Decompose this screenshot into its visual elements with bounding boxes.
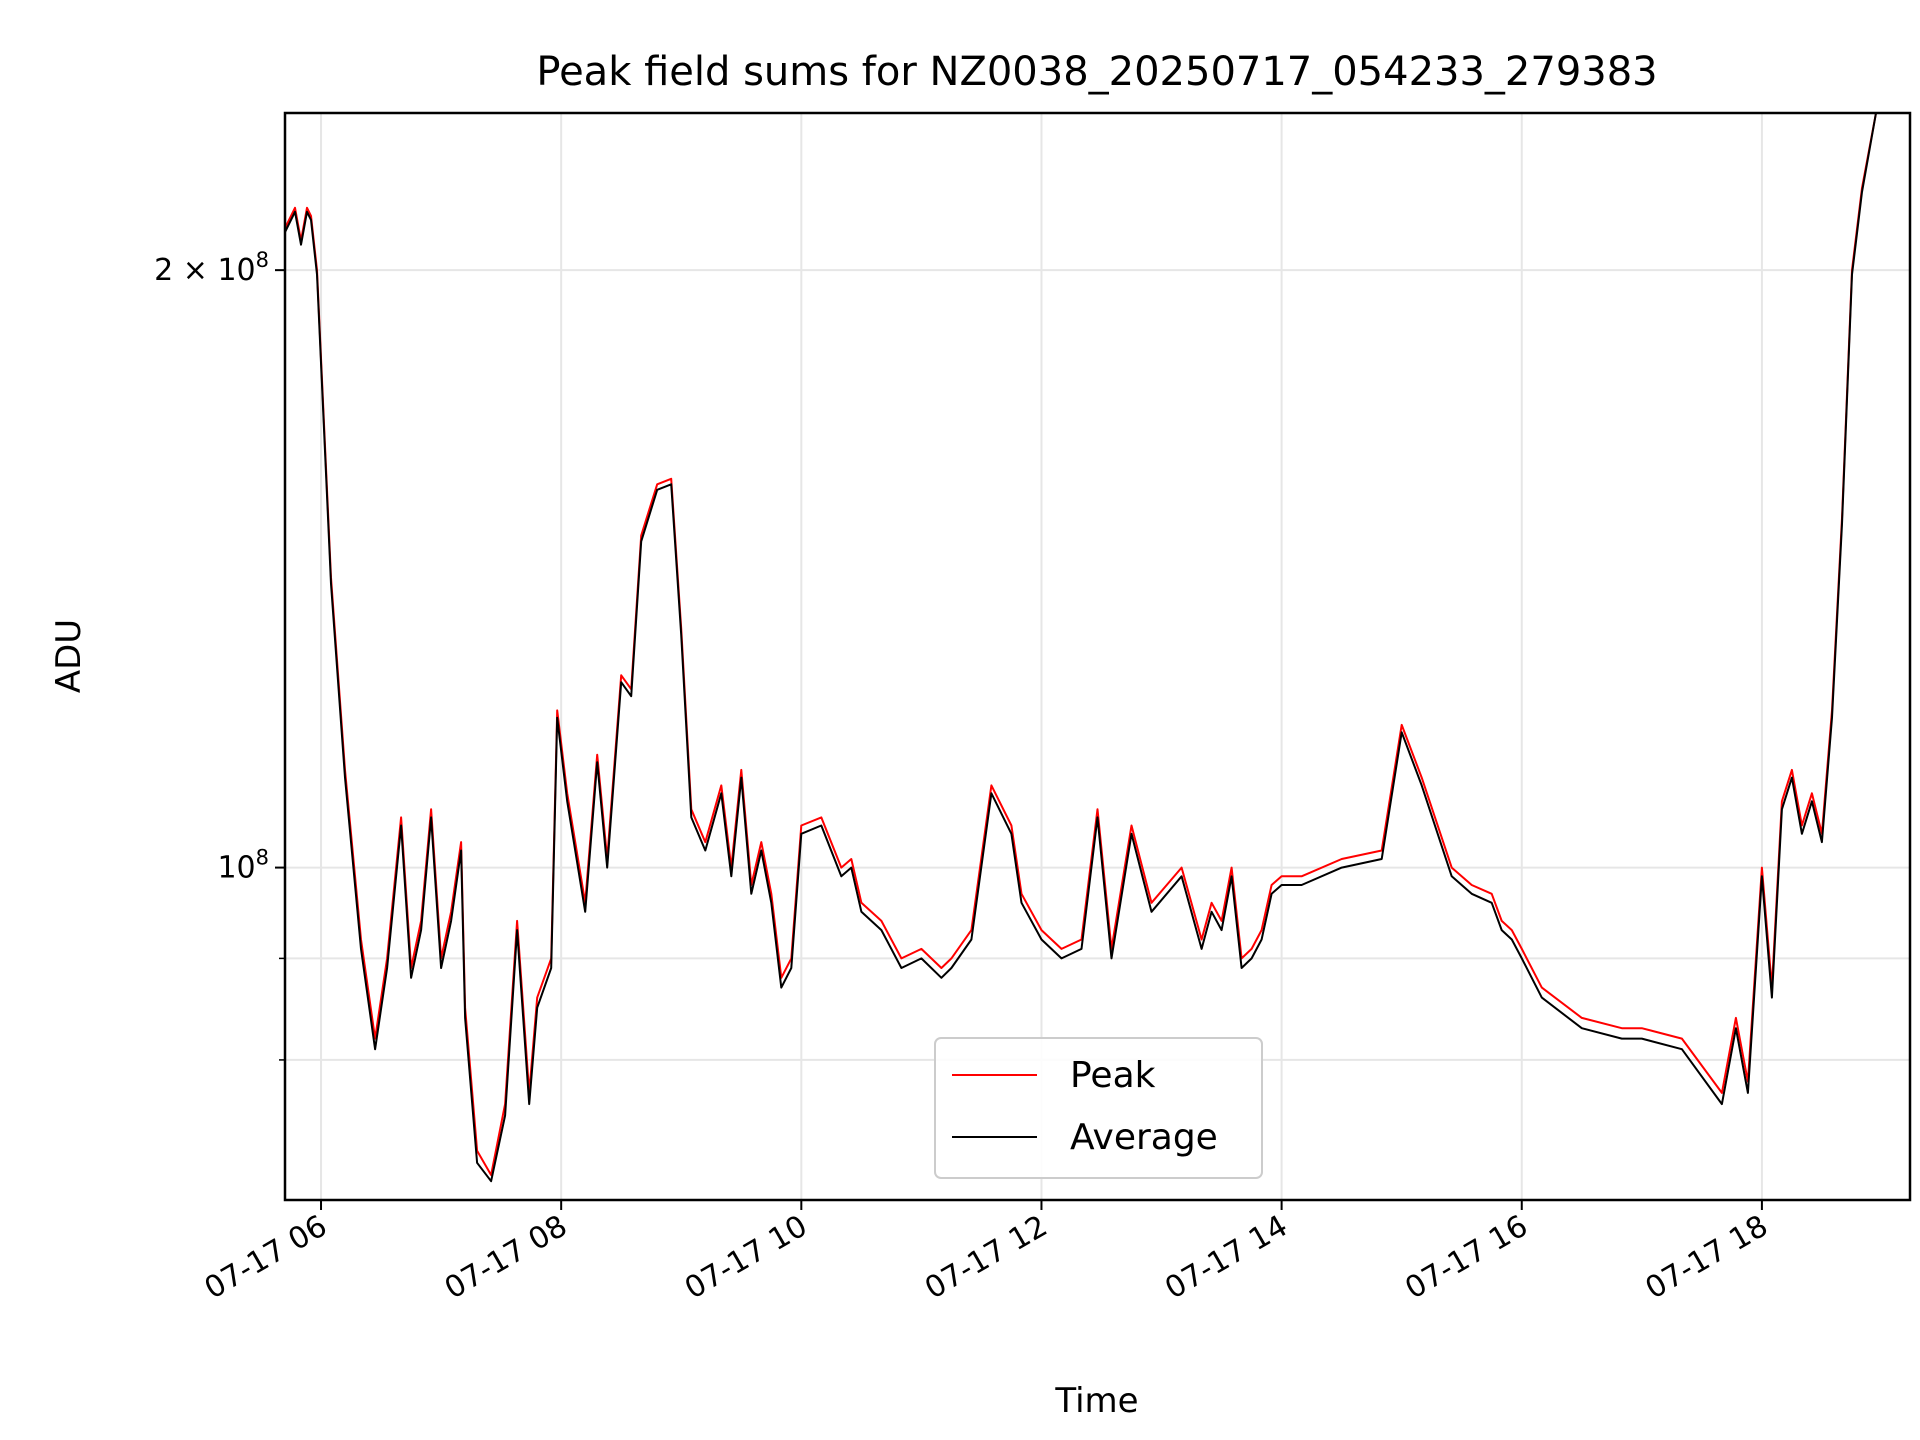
x-axis: 07-17 06 07-17 08 07-17 10 07-17 12 07-17 14… [199, 1200, 1774, 1306]
legend: Peak Average [934, 1037, 1263, 1179]
x-tick-label-6: 07-17 18 [1640, 1209, 1774, 1307]
x-tick-label-3: 07-17 12 [919, 1209, 1053, 1307]
y-axis: 108 2 × 108 [154, 248, 285, 1061]
series-line-peak [285, 113, 1902, 1176]
y-tick-label-0: 108 [217, 846, 269, 886]
grid [285, 113, 1910, 1200]
series-layer [285, 113, 1902, 1183]
legend-box [934, 1037, 1263, 1179]
chart-title: Peak field sums for NZ0038_20250717_0542… [536, 49, 1657, 95]
y-axis-label: ADU [49, 619, 89, 693]
x-axis-label: Time [1054, 1381, 1138, 1421]
y-tick-label-1: 2 × 108 [154, 248, 269, 288]
x-tick-label-0: 07-17 06 [199, 1209, 333, 1307]
plot-frame [283, 111, 1912, 1202]
x-tick-label-1: 07-17 08 [439, 1209, 573, 1307]
series-line-average [285, 113, 1902, 1183]
legend-label-peak: Peak [1070, 1055, 1156, 1096]
x-tick-label-2: 07-17 10 [679, 1209, 813, 1307]
legend-label-average: Average [1070, 1117, 1218, 1158]
x-tick-label-5: 07-17 16 [1399, 1209, 1533, 1307]
x-tick-label-4: 07-17 14 [1159, 1209, 1293, 1307]
